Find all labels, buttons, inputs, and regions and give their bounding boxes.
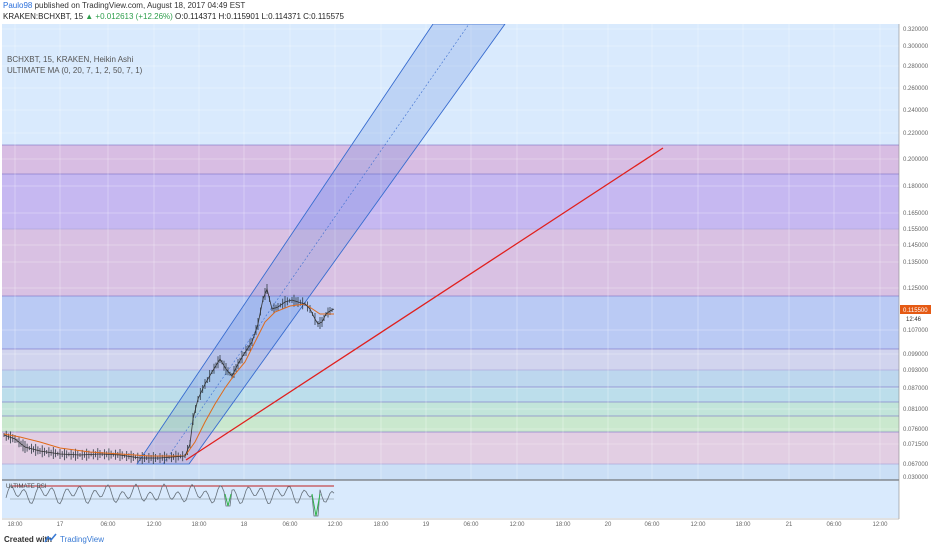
price-label: 0.135000: [903, 260, 929, 266]
time-label: 12:00: [327, 522, 343, 528]
time-label: 06:00: [100, 522, 116, 528]
price-axis[interactable]: [899, 24, 932, 529]
time-label: 12:00: [146, 522, 162, 528]
rsi-title: ULTIMATE RSI: [6, 484, 47, 490]
last-price-label: 0.115500: [903, 308, 928, 314]
price-label: 0.093000: [903, 368, 929, 374]
footer: Created with TradingView: [0, 530, 932, 550]
created-with-text: Created with: [4, 535, 53, 544]
author-link[interactable]: Paulo98: [3, 1, 33, 10]
indicator-legend[interactable]: ULTIMATE MA (0, 20, 7, 1, 2, 50, 7, 1): [7, 66, 143, 75]
price-label: 0.125000: [903, 286, 929, 292]
price-label: 0.260000: [903, 86, 929, 92]
price-label: 0.087000: [903, 386, 929, 392]
ohlc-text: O:0.114371 H:0.115901 L:0.114371 C:0.115…: [175, 12, 344, 21]
last-price-badge: [900, 305, 931, 314]
price-label: 0.067000: [903, 462, 929, 468]
time-label: 06:00: [282, 522, 298, 528]
time-axis[interactable]: [0, 519, 932, 529]
time-label: 21: [786, 522, 793, 528]
chart-area[interactable]: 0.320000 0.300000 0.280000 0.260000 0.240000…: [0, 24, 932, 529]
price-label: 0.081000: [903, 407, 929, 413]
price-line: [3, 287, 335, 459]
time-label: 20: [605, 522, 612, 528]
time-label: 18:00: [555, 522, 571, 528]
price-label: 0.320000: [903, 27, 929, 33]
symbol-text: KRAKEN:BCHXBT, 15: [3, 12, 84, 21]
rsi-lines: [5, 483, 335, 517]
price-label: 0.280000: [903, 64, 929, 70]
price-label: 0.220000: [903, 131, 929, 137]
price-label: 0.099000: [903, 352, 929, 358]
publish-text: published on TradingView.com, August 18,…: [34, 1, 246, 10]
time-label: 18:00: [7, 522, 23, 528]
rsi-axis-label: 0.030000: [903, 475, 929, 481]
price-label: 0.107000: [903, 328, 929, 334]
tradingview-logo-icon: [44, 533, 57, 543]
time-label: 12:00: [872, 522, 888, 528]
price-label: 0.165000: [903, 211, 929, 217]
price-label: 0.145000: [903, 243, 929, 249]
bar-countdown: 12:46: [906, 317, 922, 323]
time-label: 18:00: [373, 522, 389, 528]
time-label: 19: [423, 522, 430, 528]
tradingview-brand[interactable]: TradingView: [60, 535, 105, 544]
price-axis-labels: 0.320000 0.300000 0.280000 0.260000 0.240000…: [903, 27, 929, 468]
grid-lines: [2, 24, 899, 519]
price-label: 0.071500: [903, 442, 929, 448]
time-label: 12:00: [690, 522, 706, 528]
time-label: 06:00: [463, 522, 479, 528]
moving-average-line: [3, 303, 334, 457]
time-label: 06:00: [644, 522, 660, 528]
price-label: 0.300000: [903, 44, 929, 50]
trend-line[interactable]: [185, 147, 664, 461]
price-label: 0.076000: [903, 427, 929, 433]
zone-bands: [2, 144, 899, 480]
price-label: 0.200000: [903, 157, 929, 163]
time-label: 18:00: [191, 522, 207, 528]
time-label: 18:00: [735, 522, 751, 528]
time-label: 17: [57, 522, 64, 528]
regression-channel[interactable]: [136, 24, 506, 465]
symbol-info: KRAKEN:BCHXBT, 15 ▲ +0.012613 (+12.26%) …: [3, 12, 344, 21]
change-text: ▲ +0.012613 (+12.26%): [85, 12, 173, 21]
time-label: 12:00: [509, 522, 525, 528]
chart-legend: BCHXBT, 15, KRAKEN, Heikin Ashi ULTIMATE…: [7, 54, 142, 76]
series-legend: BCHXBT, 15, KRAKEN, Heikin Ashi: [7, 55, 134, 64]
price-label: 0.155000: [903, 227, 929, 233]
time-label: 06:00: [826, 522, 842, 528]
publish-info: Paulo98 published on TradingView.com, Au…: [3, 1, 245, 10]
price-chart[interactable]: 0.320000 0.300000 0.280000 0.260000 0.240000…: [0, 24, 932, 529]
price-label: 0.240000: [903, 108, 929, 114]
price-label: 0.180000: [903, 184, 929, 190]
time-label: 18: [241, 522, 248, 528]
time-axis-labels: 18:00 17 06:00 12:00 18:00 18 06:00 12:00 18:00 1…: [7, 522, 888, 528]
